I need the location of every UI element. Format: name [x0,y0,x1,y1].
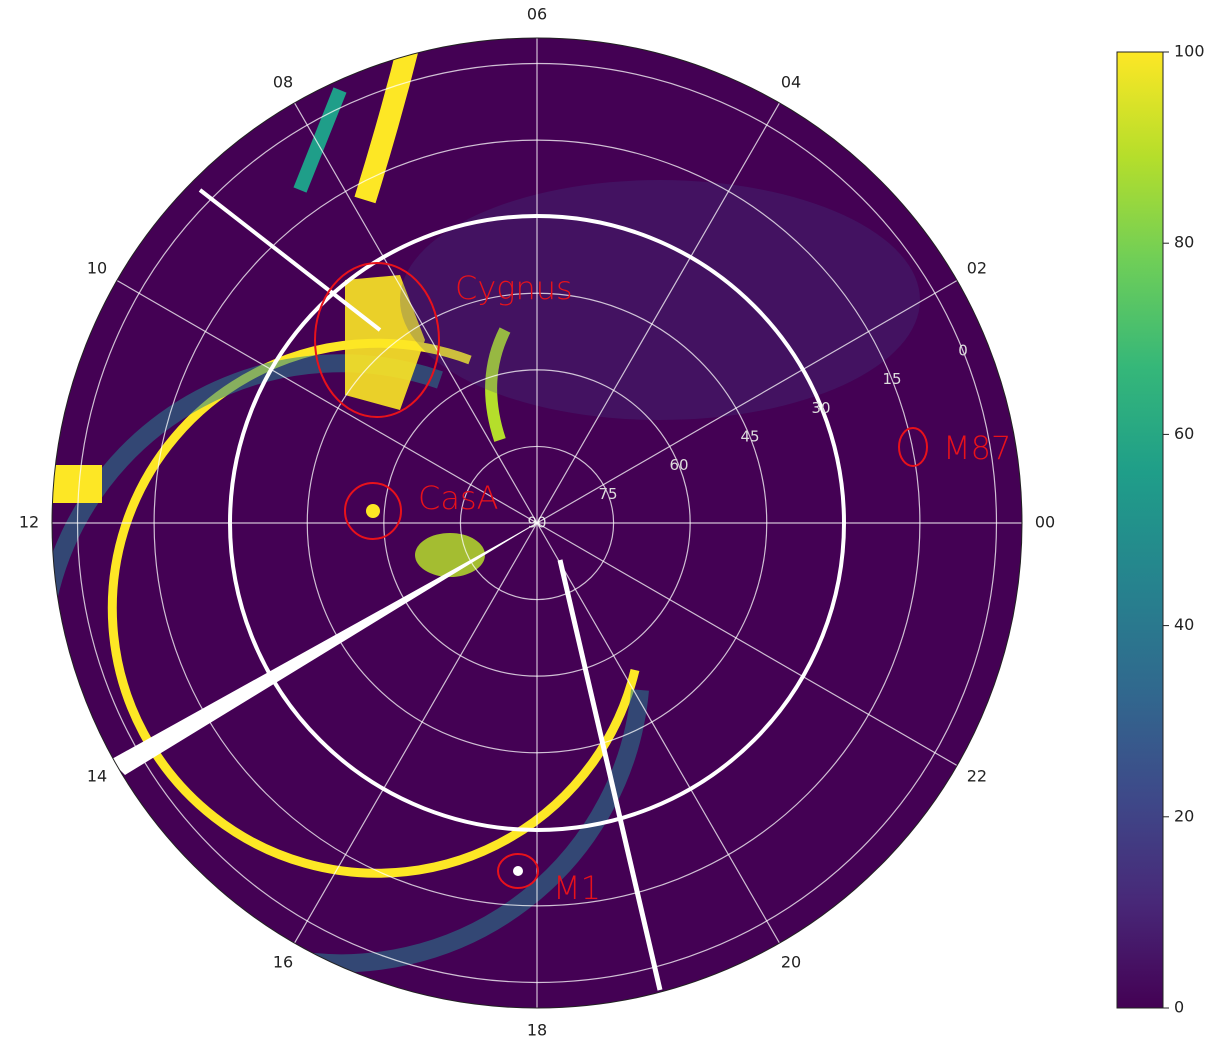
r-tick-label: 0 [958,341,968,359]
heatmap-feature [345,275,425,410]
heatmap-feature [415,533,485,577]
annotation: CasA [418,479,499,517]
theta-tick-label: 04 [781,73,801,92]
grid-spoke [536,522,781,944]
colorbar-tick-label: 60 [1174,424,1194,443]
annotation-circle [344,482,402,540]
theta-tick-label: 22 [967,767,987,786]
heatmap-feature [366,504,380,518]
r-tick-label: 15 [882,370,901,388]
heatmap-feature [198,188,382,332]
grid-spoke [536,102,781,524]
heatmap-feature [293,87,347,193]
annotation-circle [898,427,928,467]
r-tick-label: 30 [811,399,830,417]
grid-spoke [293,102,538,524]
colorbar-tick-label: 100 [1174,42,1205,61]
heatmap-feature [513,866,523,876]
annotation: M1 [553,869,601,907]
theta-tick-label: 06 [527,5,547,24]
grid-spoke [116,279,538,524]
theta-tick-label: 14 [87,767,107,786]
grid-spoke [536,279,958,524]
grid-spoke [116,522,538,767]
annotation: M87 [943,429,1011,467]
theta-tick-label: 18 [527,1021,547,1040]
annotation-circle [314,262,440,418]
r-tick-label: 75 [598,485,617,503]
grid-spoke [293,522,538,944]
heatmap-feature [557,559,663,991]
heatmap-feature [485,327,511,442]
theta-tick-label: 20 [781,952,801,971]
theta-tick-label: 16 [273,952,293,971]
colorbar [1116,51,1164,1009]
heatmap-feature [400,180,920,420]
colorbar-tick-label: 0 [1174,998,1184,1017]
polar-frame [51,37,1023,1009]
theta-tick-label: 00 [1035,513,1055,532]
annotation: Cygnus [455,269,573,307]
heatmap-feature [52,465,102,503]
grid-spoke [536,522,958,767]
colorbar-tick-label: 40 [1174,615,1194,634]
theta-tick-label: 02 [967,259,987,278]
colorbar-tick-label: 20 [1174,806,1194,825]
annotation-circle [497,853,539,889]
r-tick-label: 60 [669,456,688,474]
heatmap-feature [110,523,537,775]
r-tick-label: 45 [740,427,759,445]
theta-tick-label: 08 [273,73,293,92]
colorbar-tick-label: 80 [1174,233,1194,252]
heatmap-feature [354,38,421,204]
theta-tick-label: 10 [87,259,107,278]
theta-tick-label: 12 [19,513,39,532]
